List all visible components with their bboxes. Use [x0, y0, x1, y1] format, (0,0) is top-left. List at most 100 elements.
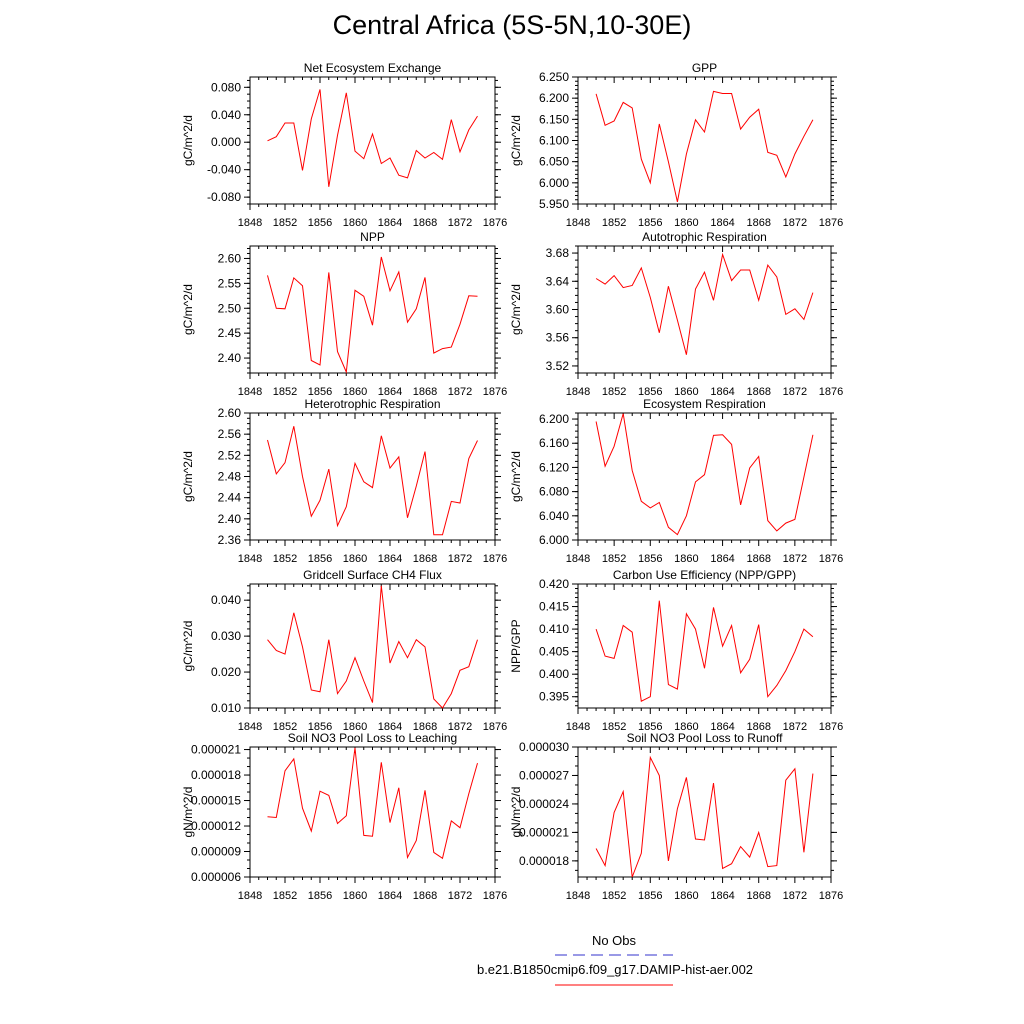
- x-tick-label: 1860: [343, 890, 367, 902]
- x-tick-label: 1856: [638, 890, 662, 902]
- y-tick-label: 6.080: [539, 485, 569, 499]
- x-tick-label: 1864: [710, 721, 734, 733]
- chart-panel: Carbon Use Efficiency (NPP/GPP) NPP/GPP 18…: [509, 568, 843, 733]
- y-tick-label: 6.040: [539, 509, 569, 523]
- y-tick-label: 0.000012: [191, 819, 241, 833]
- y-axis-label: gC/m^2/d: [181, 284, 195, 335]
- x-tick-label: 1868: [413, 721, 437, 733]
- x-tick-label: 1872: [783, 217, 807, 229]
- x-tick-label: 1872: [783, 721, 807, 733]
- x-tick-label: 1872: [448, 217, 472, 229]
- x-tick-label: 1848: [238, 386, 262, 398]
- x-tick-label: 1848: [238, 721, 262, 733]
- x-tick-label: 1868: [413, 553, 437, 565]
- y-tick-label: -0.080: [207, 190, 241, 204]
- x-tick-label: 1856: [308, 890, 332, 902]
- y-tick-label: 0.000030: [519, 740, 569, 754]
- chart-panel: GPP gC/m^2/d 1848 1852 1856 1860 1864 1868 1872 1…: [509, 61, 843, 229]
- x-tick-label: 1848: [566, 721, 590, 733]
- x-tick-label: 1848: [566, 890, 590, 902]
- panel-title: Gridcell Surface CH4 Flux: [303, 568, 442, 582]
- x-tick-label: 1868: [746, 553, 770, 565]
- x-tick-label: 1848: [566, 217, 590, 229]
- page-title: Central Africa (5S-5N,10-30E): [332, 10, 692, 40]
- x-tick-label: 1864: [378, 721, 402, 733]
- x-tick-label: 1860: [674, 721, 698, 733]
- x-tick-label: 1856: [638, 217, 662, 229]
- x-tick-label: 1868: [746, 890, 770, 902]
- x-tick-label: 1876: [483, 386, 507, 398]
- series-line: [267, 585, 478, 709]
- x-tick-label: 1876: [819, 890, 843, 902]
- x-tick-label: 1868: [746, 721, 770, 733]
- chart-panel: Gridcell Surface CH4 Flux gC/m^2/d 1848 185…: [181, 568, 507, 733]
- y-axis-label: gC/m^2/d: [509, 451, 523, 502]
- x-tick-label: 1856: [308, 721, 332, 733]
- series-line: [267, 256, 478, 374]
- x-tick-label: 1872: [448, 553, 472, 565]
- plot-frame: [249, 412, 496, 541]
- panel-title: GPP: [692, 61, 717, 75]
- chart-panel: Heterotrophic Respiration gC/m^2/d 1848 185…: [181, 397, 507, 565]
- x-tick-label: 1860: [674, 386, 698, 398]
- panel-title: NPP: [360, 230, 385, 244]
- plot-frame: [249, 746, 496, 878]
- y-tick-label: 6.200: [539, 91, 569, 105]
- panel-title: Heterotrophic Respiration: [304, 397, 440, 411]
- legend-label-run: b.e21.B1850cmip6.f09_g17.DAMIP-hist-aer.…: [476, 962, 754, 977]
- y-axis-label: gC/m^2/d: [509, 284, 523, 335]
- x-tick-label: 1876: [819, 553, 843, 565]
- y-tick-label: 2.55: [218, 276, 242, 290]
- y-tick-label: 0.040: [211, 108, 241, 122]
- series-line: [267, 747, 478, 860]
- y-tick-label: 6.160: [539, 436, 569, 450]
- y-tick-label: 0.000027: [519, 768, 569, 782]
- x-tick-label: 1872: [783, 386, 807, 398]
- x-tick-label: 1860: [674, 890, 698, 902]
- y-axis-label: gN/m^2/d: [181, 787, 195, 838]
- y-tick-label: 2.56: [218, 427, 242, 441]
- y-tick-label: 5.950: [539, 197, 569, 211]
- y-tick-label: 0.395: [539, 690, 569, 704]
- y-tick-label: 2.40: [218, 351, 242, 365]
- x-tick-label: 1864: [710, 553, 734, 565]
- series-line: [267, 89, 478, 187]
- y-tick-label: 2.45: [218, 326, 242, 340]
- x-tick-label: 1852: [602, 386, 626, 398]
- y-tick-label: 2.44: [218, 491, 242, 505]
- panel-title: Soil NO3 Pool Loss to Leaching: [288, 731, 457, 745]
- y-tick-label: 0.020: [211, 665, 241, 679]
- panel-title: Soil NO3 Pool Loss to Runoff: [627, 731, 784, 745]
- x-tick-label: 1872: [783, 890, 807, 902]
- legend-label-no-obs: No Obs: [591, 933, 637, 948]
- y-tick-label: 2.50: [218, 301, 242, 315]
- y-tick-label: 0.010: [211, 701, 241, 715]
- series-line: [267, 426, 478, 536]
- y-tick-label: 0.415: [539, 600, 569, 614]
- x-tick-label: 1852: [273, 890, 297, 902]
- x-tick-label: 1852: [602, 721, 626, 733]
- y-tick-label: 0.400: [539, 667, 569, 681]
- y-tick-label: 0.000021: [191, 743, 241, 757]
- x-tick-label: 1876: [819, 721, 843, 733]
- x-tick-label: 1856: [638, 553, 662, 565]
- plot-frame: [577, 76, 832, 205]
- panel-title: Net Ecosystem Exchange: [304, 61, 442, 75]
- x-tick-label: 1872: [448, 890, 472, 902]
- y-tick-label: 0.000009: [191, 845, 241, 859]
- y-tick-label: 0.000024: [519, 797, 569, 811]
- plot-frame: [577, 412, 832, 541]
- x-tick-label: 1864: [710, 890, 734, 902]
- x-tick-label: 1852: [273, 553, 297, 565]
- chart-panel: Net Ecosystem Exchange gC/m^2/d 1848 1852 18…: [181, 61, 507, 229]
- x-tick-label: 1856: [638, 721, 662, 733]
- x-tick-label: 1856: [308, 386, 332, 398]
- x-tick-label: 1868: [413, 386, 437, 398]
- x-tick-label: 1876: [483, 553, 507, 565]
- y-tick-label: 3.64: [546, 274, 570, 288]
- x-tick-label: 1860: [343, 217, 367, 229]
- y-tick-label: 6.150: [539, 112, 569, 126]
- x-tick-label: 1868: [413, 217, 437, 229]
- y-tick-label: 0.080: [211, 80, 241, 94]
- y-tick-label: 2.60: [218, 406, 242, 420]
